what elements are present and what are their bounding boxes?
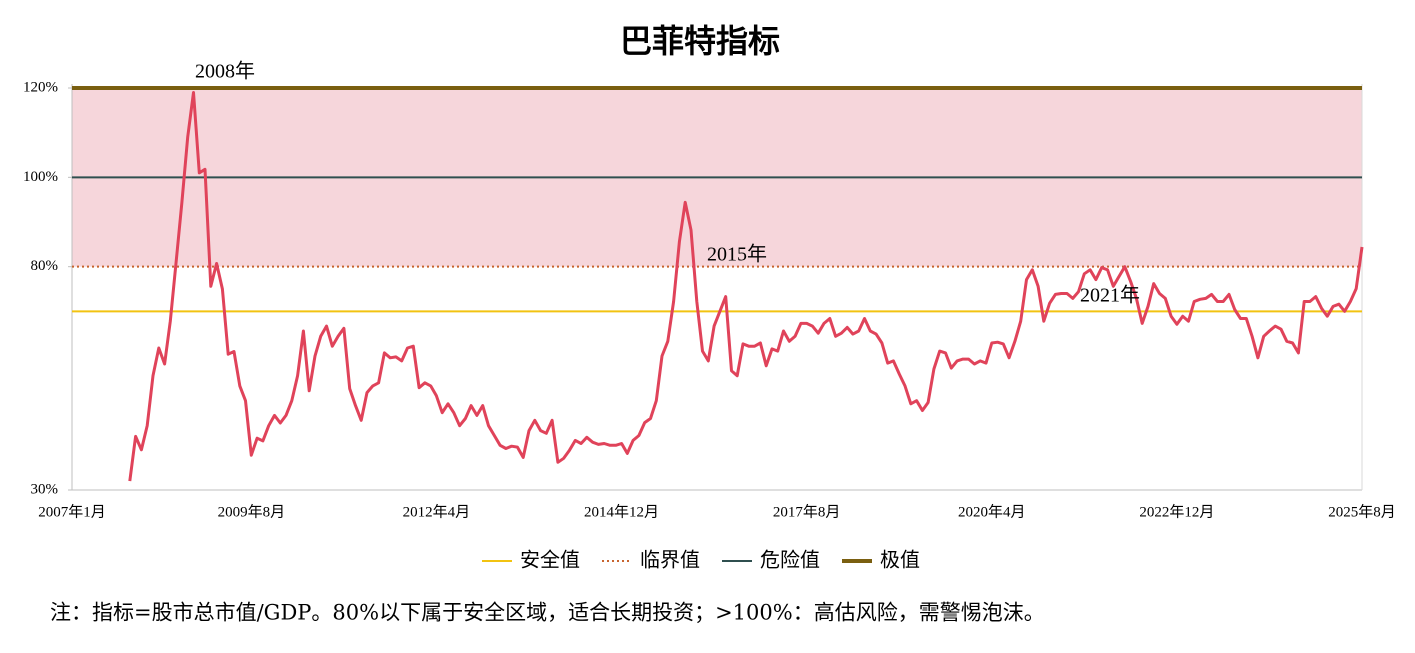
legend-label: 临界值 (640, 548, 700, 572)
x-tick-label: 2014年12月 (584, 503, 659, 520)
x-tick-label: 2022年12月 (1139, 503, 1214, 520)
y-tick-label: 80% (31, 258, 59, 274)
x-tick-label: 2007年1月 (38, 503, 106, 520)
chart-note: 注：指标=股市总市值/GDP。80%以下属于安全区域，适合长期投资；>100%：… (50, 601, 1045, 625)
x-tick-label: 2020年4月 (958, 503, 1026, 520)
chart-title: 巴菲特指标 (620, 22, 780, 60)
legend-label: 安全值 (520, 548, 580, 572)
legend-label: 危险值 (760, 548, 820, 572)
y-tick-label: 100% (23, 169, 58, 185)
x-tick-label: 2012年4月 (403, 503, 471, 520)
x-tick-label: 2009年8月 (218, 503, 286, 520)
annotation: 2008年 (195, 60, 255, 83)
data-line (128, 91, 1364, 482)
x-tick-label: 2025年8月 (1328, 503, 1396, 520)
annotation: 2015年 (707, 243, 767, 266)
legend-label: 极值 (880, 548, 920, 572)
y-tick-label: 120% (23, 79, 58, 95)
annotation: 2021年 (1080, 284, 1140, 307)
y-tick-label: 30% (31, 481, 59, 497)
x-tick-label: 2017年8月 (773, 503, 841, 520)
